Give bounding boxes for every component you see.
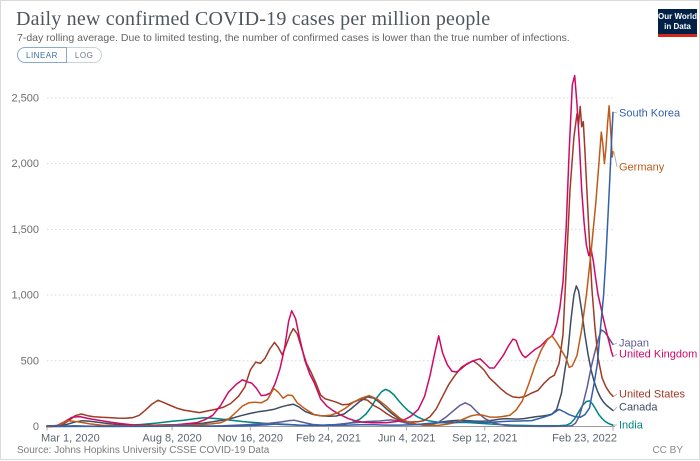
x-tick-label: Feb 24, 2021	[296, 433, 361, 445]
y-tick-label: 1,000	[11, 290, 39, 302]
x-tick-label: Nov 16, 2020	[218, 433, 283, 445]
series-line-south-korea[interactable]	[47, 112, 613, 426]
y-tick-label: 1,500	[11, 224, 39, 236]
series-label-united-states[interactable]: United States	[619, 389, 686, 401]
x-tick-label: Feb 23, 2022	[552, 433, 617, 445]
y-tick-label: 500	[21, 355, 39, 367]
series-label-connector	[614, 343, 617, 344]
linear-button[interactable]: LINEAR	[17, 47, 67, 63]
x-tick-label: Sep 12, 2021	[452, 433, 517, 445]
y-tick-label: 0	[33, 421, 39, 433]
series-line-united-states[interactable]	[47, 106, 613, 426]
series-label-canada[interactable]: Canada	[619, 402, 658, 414]
series-label-united-kingdom[interactable]: United Kingdom	[619, 349, 697, 361]
series-label-connector	[614, 394, 617, 396]
series-label-connector	[614, 152, 617, 167]
series-line-united-kingdom[interactable]	[47, 76, 613, 427]
y-tick-label: 2,000	[11, 158, 39, 170]
series-label-connector	[614, 354, 617, 356]
x-tick-label: Jun 4, 2021	[378, 433, 436, 445]
series-label-connector	[614, 112, 617, 113]
series-line-germany[interactable]	[47, 106, 613, 427]
series-label-connector	[614, 407, 617, 410]
source-text: Source: Johns Hopkins University CSSE CO…	[17, 445, 269, 456]
series-label-south-korea[interactable]: South Korea	[619, 108, 681, 120]
series-label-india[interactable]: India	[619, 420, 644, 432]
y-tick-label: 2,500	[11, 92, 39, 104]
series-label-germany[interactable]: Germany	[619, 162, 665, 174]
x-tick-label: Aug 8, 2020	[142, 433, 201, 445]
license-link[interactable]: CC BY	[652, 445, 683, 456]
x-tick-label: Mar 1, 2020	[41, 433, 100, 445]
series-line-japan[interactable]	[47, 330, 613, 427]
